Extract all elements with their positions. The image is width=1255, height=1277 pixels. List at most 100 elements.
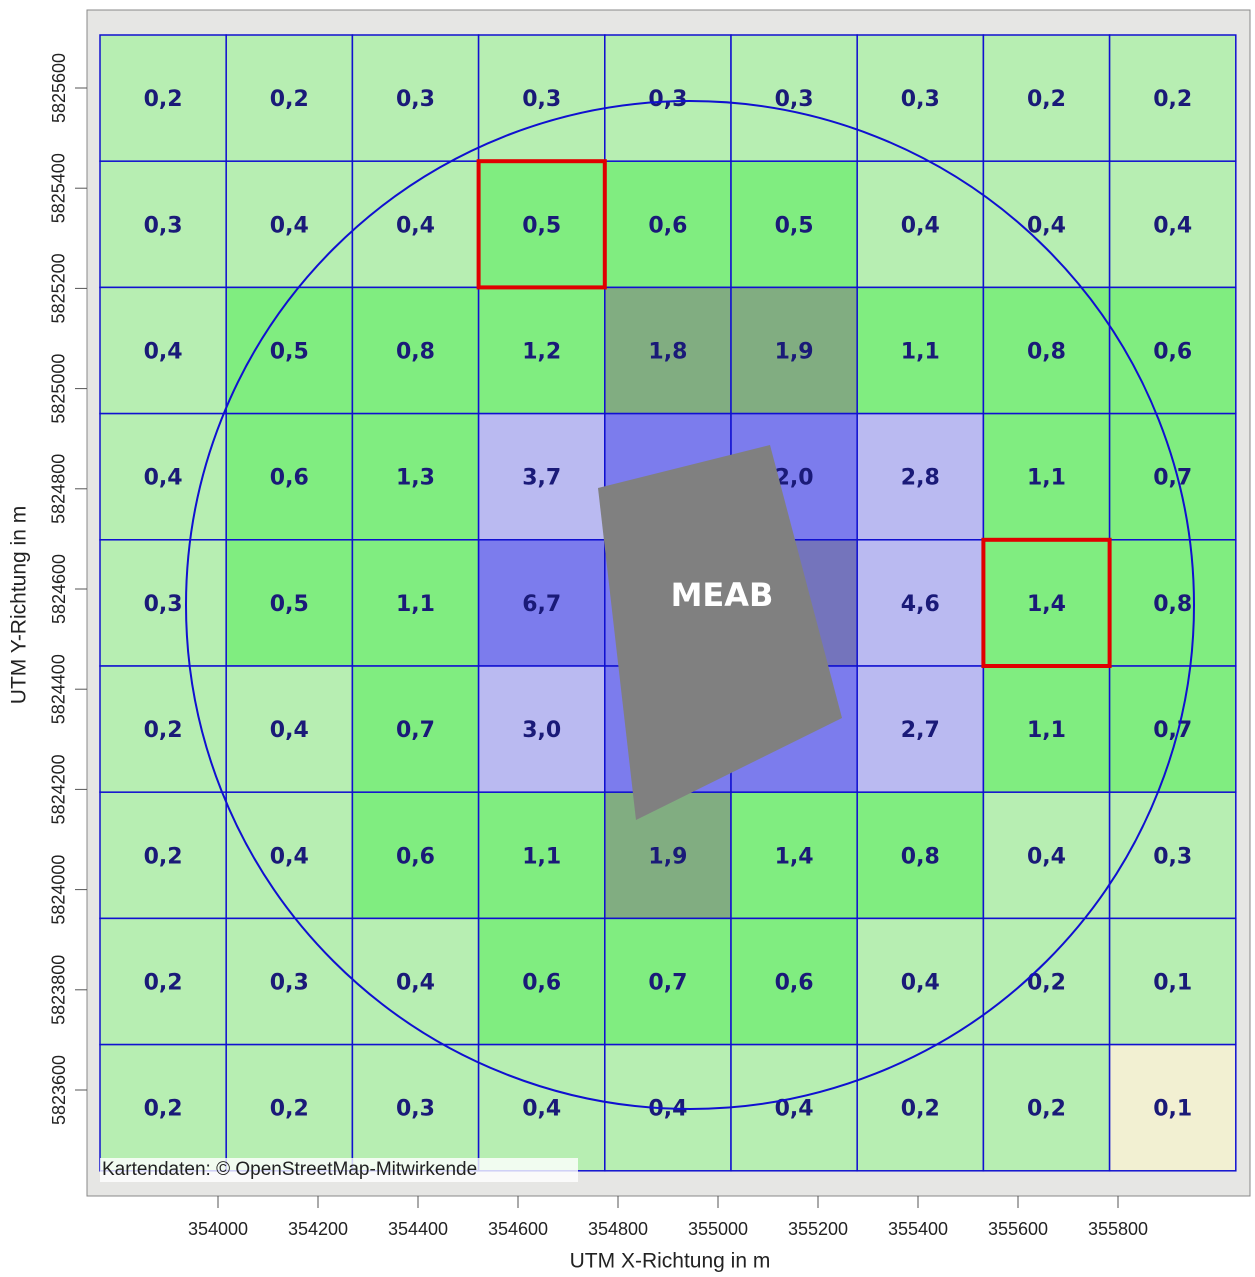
cell-value: 1,4 [775,844,814,869]
cell [730,1043,858,1172]
cell-value: 0,2 [144,1097,183,1122]
cell [856,34,985,162]
cell-value: 0,2 [901,1097,940,1122]
cell [730,34,858,162]
cell [225,1043,354,1172]
cell [1108,917,1237,1046]
cell-value: 0,3 [648,87,687,112]
cell [351,539,480,667]
cell-value: 0,3 [522,87,561,112]
cell-value: 0,4 [901,971,940,996]
cell-value: 0,6 [396,844,435,869]
y-tick-label: 5824200 [49,754,69,824]
source-label: MEAB [671,576,774,614]
cell-value: 0,5 [270,340,309,365]
x-tick-label: 355600 [988,1219,1048,1239]
cell-value: 2,0 [775,466,814,491]
cell-value: 3,7 [522,466,561,491]
cell [982,791,1111,920]
cell-value: 0,3 [270,971,309,996]
cell-value: 0,3 [775,87,814,112]
cell [99,791,227,920]
y-tick-label: 5825000 [49,354,69,424]
cell-value: 0,4 [901,213,940,238]
cell [477,917,606,1046]
cell-value: 2,7 [901,718,940,743]
cell [477,665,606,793]
cell [99,412,227,541]
cell [477,1043,606,1172]
cell [982,539,1111,667]
cell-value: 0,8 [901,844,940,869]
cell [856,791,985,920]
cell-value: 0,3 [1153,844,1192,869]
cell [225,791,354,920]
axes: 354000 354200 354400 354600 354800 355000 3552… [49,53,1148,1239]
cell [856,1043,985,1172]
cell-value: 0,3 [901,87,940,112]
cell [856,917,985,1046]
cell [982,665,1111,793]
cell-value: 1,4 [1027,592,1066,617]
cell-value: 0,4 [270,213,309,238]
cell [225,34,354,162]
source-area [598,445,842,820]
cell [604,791,732,920]
cell-value: 4,6 [901,592,940,617]
cell-value: 0,2 [1027,1097,1066,1122]
cell [730,160,858,289]
cell-value: 1,9 [648,844,687,869]
y-tick-label: 5824400 [49,654,69,724]
highlight-layer [476,159,1112,668]
y-tick-label: 5823800 [49,955,69,1025]
cell [856,160,985,289]
x-tick-label: 355800 [1088,1219,1148,1239]
cell [351,917,480,1046]
cell-value: 0,4 [1027,844,1066,869]
cell-value: 0,1 [1153,1097,1192,1122]
cell [1108,1043,1237,1172]
cell-value: 0,8 [396,340,435,365]
cell-value: 1,3 [396,466,435,491]
y-tick-label: 5825400 [49,153,69,223]
attribution-bg [100,1158,578,1182]
cell-value: 0,2 [144,844,183,869]
highlight-box [981,537,1112,668]
cell-value: 0,6 [522,971,561,996]
cell [1108,791,1237,920]
cell [730,917,858,1046]
y-axis-label: UTM Y-Richtung in m [8,506,31,704]
cell-value: 0,1 [1153,971,1192,996]
cell-value: 0,4 [270,844,309,869]
cell-value: 0,3 [144,213,183,238]
cell-value: 2,8 [901,466,940,491]
cell-value: 1,9 [775,340,814,365]
highlight-box [476,159,607,290]
cell-value: 1,1 [396,592,435,617]
cell [730,286,858,415]
cell-value: 6,7 [522,592,561,617]
cell [477,539,606,667]
cell-value: 1,2 [522,340,561,365]
cell-value: 0,5 [270,592,309,617]
cell [225,917,354,1046]
cell-value: 0,6 [270,466,309,491]
cell-value: 0,5 [522,213,561,238]
cell [982,34,1111,162]
cell [1108,34,1237,162]
y-tick-label: 5825200 [49,253,69,323]
cell-value: 0,7 [1153,718,1192,743]
cell-value: 0,2 [270,1097,309,1122]
cell [982,1043,1111,1172]
cell [1108,412,1237,541]
cell-layer: 0,2 0,2 0,3 0,3 0,3 0,3 0,3 0,2 0,2 0,3 0,4 0,4 0,5 0… [99,34,1237,1172]
cell-value: 0,5 [775,213,814,238]
cell-value: 0,4 [1027,213,1066,238]
cell-value: 0,2 [1153,87,1192,112]
x-tick-label: 355400 [888,1219,948,1239]
cell-value: 0,2 [270,87,309,112]
cell [225,160,354,289]
cell [351,665,480,793]
cell [730,791,858,920]
y-tick-label: 5824800 [49,454,69,524]
